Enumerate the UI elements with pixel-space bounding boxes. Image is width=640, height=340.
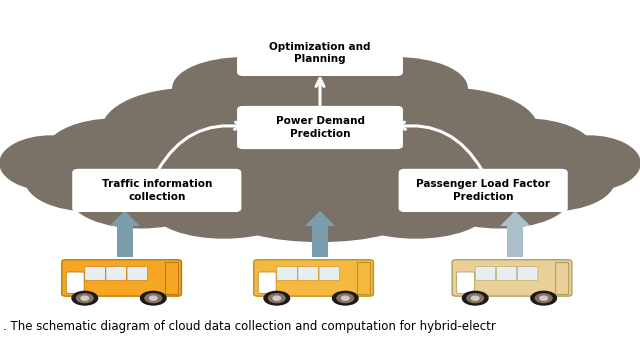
Circle shape <box>81 296 89 300</box>
Ellipse shape <box>538 136 640 190</box>
Circle shape <box>337 294 353 303</box>
Ellipse shape <box>243 41 397 109</box>
Circle shape <box>472 296 479 300</box>
Text: Power Demand
Prediction: Power Demand Prediction <box>275 116 365 139</box>
FancyArrowPatch shape <box>158 122 242 170</box>
FancyArrowPatch shape <box>398 122 482 170</box>
Polygon shape <box>500 211 531 226</box>
FancyBboxPatch shape <box>85 267 105 280</box>
Circle shape <box>342 296 349 300</box>
FancyBboxPatch shape <box>518 267 538 280</box>
Circle shape <box>463 291 488 305</box>
Ellipse shape <box>70 167 211 228</box>
Circle shape <box>531 291 556 305</box>
Text: Optimization and
Planning: Optimization and Planning <box>269 41 371 64</box>
FancyBboxPatch shape <box>259 272 276 293</box>
Ellipse shape <box>45 119 186 187</box>
FancyBboxPatch shape <box>476 267 496 280</box>
Ellipse shape <box>230 194 410 241</box>
FancyBboxPatch shape <box>73 170 241 211</box>
Bar <box>508 226 524 257</box>
Text: Traffic information
collection: Traffic information collection <box>102 179 212 202</box>
Circle shape <box>269 294 285 303</box>
Polygon shape <box>305 211 335 226</box>
Circle shape <box>535 294 552 303</box>
FancyBboxPatch shape <box>357 262 369 294</box>
FancyBboxPatch shape <box>457 272 475 293</box>
Ellipse shape <box>346 184 486 238</box>
Ellipse shape <box>358 88 538 170</box>
Circle shape <box>77 294 93 303</box>
FancyBboxPatch shape <box>452 260 572 296</box>
Ellipse shape <box>454 119 595 187</box>
Bar <box>312 226 328 257</box>
FancyBboxPatch shape <box>277 267 298 280</box>
FancyBboxPatch shape <box>127 267 148 280</box>
FancyBboxPatch shape <box>238 31 402 75</box>
Ellipse shape <box>173 58 314 119</box>
FancyBboxPatch shape <box>319 267 339 280</box>
Ellipse shape <box>0 136 102 190</box>
Ellipse shape <box>26 150 154 211</box>
FancyBboxPatch shape <box>400 170 567 211</box>
FancyBboxPatch shape <box>555 262 568 294</box>
FancyBboxPatch shape <box>106 267 127 280</box>
Circle shape <box>273 296 280 300</box>
Circle shape <box>332 291 358 305</box>
FancyBboxPatch shape <box>62 260 182 296</box>
Ellipse shape <box>486 150 614 211</box>
Polygon shape <box>109 211 140 226</box>
FancyBboxPatch shape <box>164 262 177 294</box>
Circle shape <box>72 291 98 305</box>
FancyBboxPatch shape <box>497 267 517 280</box>
Ellipse shape <box>429 167 570 228</box>
FancyBboxPatch shape <box>67 272 84 293</box>
Ellipse shape <box>154 184 294 238</box>
FancyBboxPatch shape <box>298 267 319 280</box>
Circle shape <box>149 296 157 300</box>
Text: . The schematic diagram of cloud data collection and computation for hybrid-elec: . The schematic diagram of cloud data co… <box>3 320 496 333</box>
Text: Passenger Load Factor
Prediction: Passenger Load Factor Prediction <box>416 179 550 202</box>
Circle shape <box>145 294 161 303</box>
FancyBboxPatch shape <box>238 107 402 148</box>
Ellipse shape <box>102 88 282 170</box>
Circle shape <box>467 294 484 303</box>
FancyBboxPatch shape <box>253 260 373 296</box>
Ellipse shape <box>326 58 467 119</box>
Ellipse shape <box>154 65 486 207</box>
Circle shape <box>264 291 290 305</box>
Circle shape <box>140 291 166 305</box>
Circle shape <box>540 296 548 300</box>
Ellipse shape <box>198 48 442 156</box>
Bar <box>116 226 133 257</box>
